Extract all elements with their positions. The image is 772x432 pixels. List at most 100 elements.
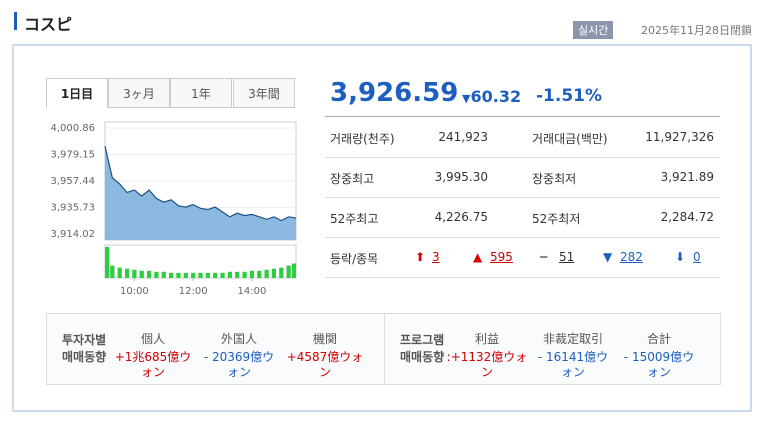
tab[interactable]: 1日目: [46, 78, 108, 108]
volume-bar: [264, 269, 269, 278]
title: コスピ: [24, 15, 73, 34]
volume-bar: [146, 270, 152, 278]
volume-bar: [183, 272, 188, 278]
stat-label: 거래량(천주): [330, 132, 395, 146]
trade-value: - 16141億ウォン: [537, 350, 609, 379]
volume-bar: [132, 269, 137, 278]
tab[interactable]: 3ヶ月: [108, 78, 170, 108]
trade-column: 合計: [646, 332, 671, 346]
volume-bar: [242, 271, 247, 278]
stat-label: 장중최저: [532, 172, 577, 186]
volume-bar: [213, 272, 218, 278]
stat-value: 2,284.72: [660, 210, 714, 224]
volume-bar: [227, 271, 233, 278]
stat-label: 52주최저: [532, 212, 581, 226]
count[interactable]: 282: [620, 250, 643, 264]
volume-bar: [249, 270, 255, 278]
line: [104, 146, 297, 222]
trade-label: 투자자별: [62, 333, 107, 347]
updown-label: 등락/종목: [330, 252, 379, 266]
rule: [325, 116, 720, 117]
down-icon: ▼: [462, 92, 471, 105]
trade-column: 外国人: [220, 332, 257, 346]
stat-label: 장중최고: [330, 172, 375, 186]
volume-bar: [286, 265, 291, 278]
date: 2025年11月28日閉鎖: [641, 24, 752, 37]
trade-value: - 15009億ウォン: [623, 350, 695, 379]
tab[interactable]: 1年: [170, 78, 232, 108]
volume-bar: [257, 270, 262, 278]
trade-box: [46, 313, 721, 385]
volume-bar: [291, 263, 296, 278]
y-tick-label: 3,979.15: [50, 149, 95, 160]
stat-value: 11,927,326: [645, 130, 714, 144]
stat-value: 3,921.89: [660, 170, 714, 184]
trade-column: 機関: [312, 332, 337, 346]
volume-bar: [271, 268, 277, 278]
x-tick-label: 12:00: [179, 286, 208, 297]
volume-bar: [198, 272, 203, 278]
change-wrap: ▼60.32: [462, 87, 521, 106]
trade-column: 利益: [474, 332, 499, 346]
volume-bar: [168, 272, 174, 278]
stat-value: 241,923: [438, 130, 488, 144]
icon: ⬇: [675, 250, 686, 264]
stat-label: 52주최고: [330, 212, 379, 226]
stat-value: 4,226.75: [434, 210, 488, 224]
percent: -1.51%: [536, 86, 603, 106]
icon: ▲: [473, 250, 483, 264]
tab[interactable]: 3年間: [233, 78, 295, 108]
volume-bar: [191, 272, 196, 278]
volume-bar: [139, 270, 144, 278]
trade-label: 프로그램: [400, 333, 445, 347]
trade-column: 個人: [140, 332, 165, 346]
volume-bar: [117, 267, 122, 278]
volume-bar: [154, 271, 159, 278]
area: [105, 146, 296, 240]
trade-value: - 20369億ウォン: [203, 350, 275, 379]
count[interactable]: 0: [693, 250, 701, 264]
price: 3,926.59: [330, 78, 459, 108]
volume-bar: [235, 271, 240, 278]
trade-label: 매매동향: [400, 350, 445, 364]
stats-row: 52주최고 4,226.75 52주최저 2,284.72: [325, 197, 720, 238]
count[interactable]: 3: [432, 250, 440, 264]
icon: ⬆: [415, 250, 426, 264]
icon: ▼: [603, 250, 613, 264]
volume-bar: [105, 247, 110, 278]
stat-label: 거래대금(백만): [532, 132, 608, 146]
trade-value: :+1132億ウォン: [446, 350, 528, 379]
panel: [12, 44, 752, 412]
updown-row: 등락/종목 ⬆ 3 ▲ 595 ━ 51 ▼ 282 ⬇ 0: [325, 237, 720, 278]
volume-bar: [279, 267, 284, 278]
count[interactable]: 51: [559, 250, 575, 264]
trade-value: +4587億ウォン: [286, 350, 364, 379]
y-tick-label: 4,000.86: [50, 123, 95, 134]
trade-column: 非裁定取引: [542, 332, 603, 346]
x-tick-label: 10:00: [120, 286, 149, 297]
x-tick-label: 14:00: [238, 286, 267, 297]
stats-row: 거래량(천주) 241,923 거래대금(백만) 11,927,326: [325, 117, 720, 158]
trade-value: +1兆685億ウォン: [114, 350, 192, 379]
icon: ━: [540, 250, 548, 264]
badge: 실시간: [573, 21, 614, 39]
volume-bar: [161, 271, 166, 278]
volume-bar: [110, 265, 115, 278]
stats-row: 장중최고 3,995.30 장중최저 3,921.89: [325, 157, 720, 198]
stat-value: 3,995.30: [434, 170, 488, 184]
volume-bar: [205, 272, 210, 278]
volume-bar: [176, 272, 181, 278]
title-bar: [14, 12, 17, 30]
count[interactable]: 595: [490, 250, 513, 264]
volume-bar: [220, 272, 225, 278]
y-tick-label: 3,914.02: [50, 229, 95, 240]
divider: [384, 313, 385, 385]
y-tick-label: 3,935.73: [50, 202, 95, 213]
volume-bar: [124, 268, 130, 278]
y-tick-label: 3,957.44: [50, 176, 95, 187]
change: 60.32: [470, 87, 522, 106]
trade-label: 매매동향: [62, 350, 107, 364]
